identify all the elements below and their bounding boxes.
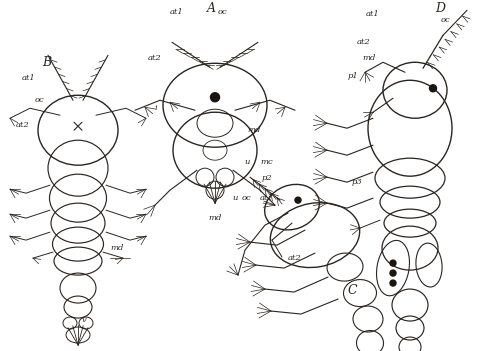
Text: i: i <box>155 104 158 112</box>
Text: C: C <box>348 284 358 297</box>
Circle shape <box>390 270 396 276</box>
Text: oc: oc <box>35 96 45 104</box>
Text: u: u <box>244 158 250 166</box>
Circle shape <box>210 93 220 102</box>
Text: A: A <box>207 2 216 15</box>
Text: md: md <box>110 244 124 252</box>
Circle shape <box>390 260 396 266</box>
Circle shape <box>295 197 301 203</box>
Text: p1: p1 <box>348 72 359 80</box>
Circle shape <box>390 280 396 286</box>
Text: p2: p2 <box>262 174 273 182</box>
Text: md: md <box>247 126 260 134</box>
Text: at1: at1 <box>366 10 380 18</box>
Text: md: md <box>208 214 222 222</box>
Text: at2: at2 <box>148 54 162 62</box>
Text: at2: at2 <box>288 254 302 262</box>
Text: B: B <box>42 56 51 69</box>
Text: oc: oc <box>441 16 451 24</box>
Text: at2: at2 <box>357 38 371 46</box>
Text: at2: at2 <box>16 121 30 129</box>
Text: at1: at1 <box>22 74 36 82</box>
Circle shape <box>430 85 436 92</box>
Text: oc: oc <box>218 8 228 16</box>
Text: at1: at1 <box>170 8 184 16</box>
Text: mc: mc <box>260 158 273 166</box>
Text: md: md <box>362 54 376 62</box>
Text: p3: p3 <box>352 178 363 186</box>
Text: D: D <box>435 2 445 15</box>
Text: at1: at1 <box>260 194 274 202</box>
Text: v: v <box>82 316 87 324</box>
Text: oc: oc <box>242 194 252 202</box>
Text: u: u <box>232 194 237 202</box>
